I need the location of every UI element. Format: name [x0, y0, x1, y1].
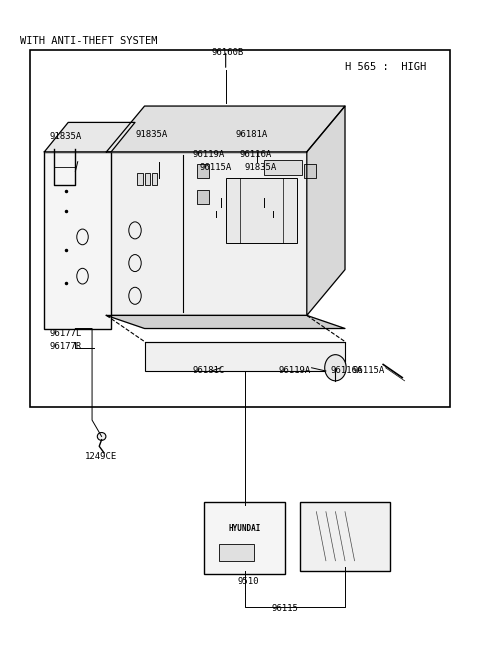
Bar [107, 152, 307, 315]
Ellipse shape [324, 355, 346, 381]
Text: 96115: 96115 [271, 604, 298, 613]
Text: 91835A: 91835A [49, 132, 82, 141]
Text: 96115A: 96115A [199, 163, 232, 172]
Text: 96115A: 96115A [352, 366, 384, 375]
Text: H 565 :  HIGH: H 565 : HIGH [345, 62, 426, 72]
Text: 96116A: 96116A [240, 150, 272, 159]
Bar [197, 190, 209, 204]
Text: 96177R: 96177R [49, 342, 82, 351]
Text: 96181A: 96181A [235, 130, 267, 139]
Polygon shape [307, 106, 345, 315]
Text: 96181C: 96181C [192, 366, 225, 375]
Bar [197, 164, 209, 178]
Ellipse shape [97, 432, 106, 440]
Text: 91835A: 91835A [245, 163, 277, 172]
Text: 96177L: 96177L [49, 329, 82, 338]
Text: 96119A: 96119A [278, 366, 311, 375]
Bar [152, 173, 157, 185]
Bar [144, 342, 345, 371]
Bar [30, 51, 450, 407]
Text: WITH ANTI-THEFT SYSTEM: WITH ANTI-THEFT SYSTEM [21, 36, 158, 46]
Text: HYUNDAI: HYUNDAI [228, 524, 261, 533]
Bar [137, 173, 143, 185]
FancyBboxPatch shape [300, 502, 390, 570]
Bar [44, 152, 111, 328]
Bar [144, 173, 150, 185]
Bar [264, 160, 302, 175]
Bar [226, 178, 297, 244]
Text: 96119A: 96119A [192, 150, 225, 159]
Text: 96160B: 96160B [211, 48, 244, 57]
Text: 91835A: 91835A [135, 130, 167, 139]
Polygon shape [44, 122, 135, 152]
Bar [304, 164, 316, 178]
Text: 1249CE: 1249CE [85, 452, 117, 461]
Text: 9510: 9510 [238, 577, 259, 585]
Bar [218, 545, 254, 560]
Polygon shape [107, 315, 345, 328]
Polygon shape [107, 106, 345, 152]
FancyBboxPatch shape [204, 502, 285, 574]
Text: 96116A: 96116A [331, 366, 363, 375]
